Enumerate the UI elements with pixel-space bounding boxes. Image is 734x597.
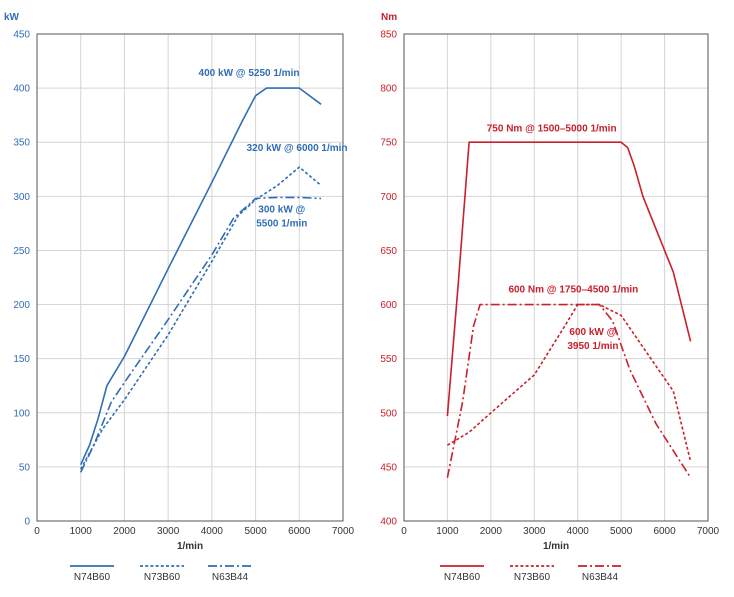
chart-1-plot-area bbox=[37, 34, 343, 521]
chart-1-x-tick-label: 0 bbox=[34, 526, 40, 537]
chart-2-y-tick-label: 500 bbox=[380, 408, 397, 419]
chart-1-y-tick-label: 100 bbox=[13, 408, 30, 419]
chart-1-x-tick-label: 7000 bbox=[332, 526, 355, 537]
chart-2-x-tick-label: 1000 bbox=[436, 526, 459, 537]
chart-2-x-tick-label: 4000 bbox=[567, 526, 590, 537]
chart-2-y-tick-label: 550 bbox=[380, 354, 397, 365]
chart-1-x-tick-label: 2000 bbox=[113, 526, 136, 537]
chart-2-x-tick-label: 6000 bbox=[653, 526, 676, 537]
chart-1-y-tick-label: 250 bbox=[13, 246, 30, 257]
chart-1-y-tick-label: 300 bbox=[13, 192, 30, 203]
chart-1-frame bbox=[36, 33, 344, 522]
chart-1-x-tick-label: 3000 bbox=[157, 526, 180, 537]
chart-2-series-line-n74b60 bbox=[446, 141, 692, 417]
chart-1-y-tick-label: 150 bbox=[13, 354, 30, 365]
chart-1-y-tick-label: 200 bbox=[13, 300, 30, 311]
chart-2-y-tick-label: 450 bbox=[380, 462, 397, 473]
chart-2-y-tick-label: 400 bbox=[380, 517, 397, 528]
chart-1-legend-label-n63b44: N63B44 bbox=[212, 572, 249, 583]
chart-2-y-tick-label: 600 bbox=[380, 300, 397, 311]
chart-1-legend-label-n74b60: N74B60 bbox=[74, 572, 111, 583]
chart-2-x-tick-label: 3000 bbox=[523, 526, 546, 537]
chart-2-frame bbox=[403, 33, 709, 522]
chart-2-x-axis-label: 1/min bbox=[543, 541, 569, 552]
chart-2-y-tick-label: 850 bbox=[380, 30, 397, 41]
chart-2-y-tick-label: 800 bbox=[380, 84, 397, 95]
chart-1-annotation: 5500 1/min bbox=[256, 219, 307, 230]
chart-2-y-tick-label: 750 bbox=[380, 138, 397, 149]
chart-1-y-tick-label: 50 bbox=[19, 462, 31, 473]
chart-1-series-line-n63b44 bbox=[79, 196, 322, 473]
chart-2-unit-label: Nm bbox=[381, 12, 397, 23]
chart-2-legend-label-n63b44: N63B44 bbox=[582, 572, 619, 583]
chart-2-legend-label-n73b60: N73B60 bbox=[514, 572, 551, 583]
chart-1-unit-label: kW bbox=[4, 12, 20, 23]
chart-1-y-tick-label: 400 bbox=[13, 84, 30, 95]
chart-2-x-tick-label: 5000 bbox=[610, 526, 633, 537]
chart-2-annotation: 750 Nm @ 1500–5000 1/min bbox=[487, 123, 617, 134]
chart-2-legend-label-n74b60: N74B60 bbox=[444, 572, 481, 583]
chart-1-y-tick-label: 450 bbox=[13, 30, 30, 41]
chart-2-y-tick-label: 650 bbox=[380, 246, 397, 257]
chart-1-annotation: 320 kW @ 6000 1/min bbox=[247, 143, 348, 154]
chart-2-y-tick-label: 700 bbox=[380, 192, 397, 203]
chart-1-legend-label-n73b60: N73B60 bbox=[144, 572, 181, 583]
chart-1-x-tick-label: 5000 bbox=[244, 526, 267, 537]
chart-1-x-axis-label: 1/min bbox=[177, 541, 203, 552]
chart-2-x-tick-label: 0 bbox=[401, 526, 407, 537]
chart-1-x-tick-label: 4000 bbox=[201, 526, 224, 537]
chart-1-x-tick-label: 1000 bbox=[70, 526, 93, 537]
chart-1-series-line-n73b60 bbox=[79, 166, 322, 470]
chart-2-annotation: 3950 1/min bbox=[567, 341, 618, 352]
chart-1-x-tick-label: 6000 bbox=[288, 526, 311, 537]
chart-1-y-tick-label: 0 bbox=[24, 517, 30, 528]
chart-2-annotation: 600 Nm @ 1750–4500 1/min bbox=[508, 285, 638, 296]
chart-1-y-tick-label: 350 bbox=[13, 138, 30, 149]
chart-1-annotation: 300 kW @ bbox=[258, 205, 305, 216]
chart-2-x-tick-label: 2000 bbox=[480, 526, 503, 537]
chart-2-plot-area bbox=[404, 34, 708, 521]
chart-2-x-tick-label: 7000 bbox=[697, 526, 720, 537]
chart-1-annotation: 400 kW @ 5250 1/min bbox=[199, 68, 300, 79]
chart-2-series-line-n63b44 bbox=[446, 303, 692, 479]
chart-2-annotation: 600 kW @ bbox=[569, 327, 616, 338]
chart-1-series-line-n74b60 bbox=[79, 87, 322, 466]
